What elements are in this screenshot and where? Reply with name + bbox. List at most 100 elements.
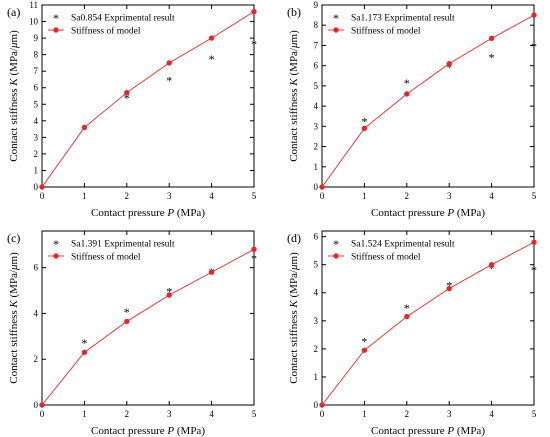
y-axis-label-part: m) xyxy=(8,30,20,43)
x-axis-label-part: P xyxy=(166,207,174,219)
experimental-point: * xyxy=(209,52,215,66)
experimental-point: * xyxy=(404,301,410,315)
y-tick-label: 9 xyxy=(34,33,39,43)
x-tick-label: 1 xyxy=(82,409,87,419)
legend-star-marker: * xyxy=(53,11,59,25)
x-axis-label: Contact pressure P (MPa) xyxy=(371,207,485,219)
y-tick-label: 6 xyxy=(34,83,39,93)
experimental-point: * xyxy=(361,114,367,128)
y-axis-label-part: Contact stiffness xyxy=(8,86,20,162)
y-axis-label-part: μ xyxy=(8,264,20,271)
y-axis-label-part: m) xyxy=(288,30,300,43)
experimental-point: * xyxy=(404,76,410,90)
x-tick-label: 0 xyxy=(40,191,45,201)
model-point xyxy=(166,292,172,298)
y-tick-label: 6 xyxy=(34,263,39,273)
panel-label: (c) xyxy=(7,231,20,245)
y-tick-label: 7 xyxy=(34,66,39,76)
x-tick-label: 2 xyxy=(405,409,410,419)
y-axis-label-part: μ xyxy=(288,42,300,49)
legend-circle-marker xyxy=(53,253,59,259)
model-line xyxy=(41,11,255,188)
legend-entry: Sa1.173 Exprimental result xyxy=(351,14,455,24)
y-tick-label: 3 xyxy=(314,316,319,326)
experimental-point: * xyxy=(361,334,367,348)
legend-star-marker: * xyxy=(53,237,59,251)
y-tick-label: 0 xyxy=(34,400,39,410)
plot-frame xyxy=(321,4,535,188)
panel-2: 0 1 2 3 4 5 0 1 2 3 4 5 6 7 8 9 Contact pressure P (MPa)… xyxy=(287,0,537,219)
model-line xyxy=(41,248,255,406)
y-tick-label: 4 xyxy=(34,308,39,318)
x-tick-label: 0 xyxy=(40,409,45,419)
y-axis-label-part: (MPa/ xyxy=(288,47,300,78)
y-tick-label: 1 xyxy=(314,372,319,382)
model-point xyxy=(208,35,215,41)
y-tick-label: 4 xyxy=(34,116,39,126)
x-tick-label: 4 xyxy=(209,409,214,419)
legend-entry: Sa1.524 Exprimental result xyxy=(351,240,455,250)
legend-entry: Sa0.854 Exprimental result xyxy=(71,14,175,24)
model-point xyxy=(251,8,257,15)
x-axis-label-part: Contact pressure xyxy=(371,425,447,437)
y-tick-label: 10 xyxy=(29,17,39,27)
experimental-point: * xyxy=(531,39,537,53)
model-point xyxy=(208,269,215,275)
experimental-point: * xyxy=(251,37,257,51)
y-tick-label: 4 xyxy=(314,101,319,111)
experimental-point: * xyxy=(124,91,130,105)
y-tick-label: 8 xyxy=(34,50,39,60)
x-tick-label: 2 xyxy=(405,191,410,201)
model-point xyxy=(124,318,130,325)
x-tick-label: 3 xyxy=(447,409,452,419)
x-tick-label: 5 xyxy=(252,409,257,419)
y-axis-label: Contact stiffness K (MPa/μm) xyxy=(8,252,20,384)
panel-label: (a) xyxy=(7,5,20,19)
y-axis-label-part: K xyxy=(288,300,300,309)
x-tick-label: 3 xyxy=(447,191,452,201)
plot-frame xyxy=(321,230,535,406)
x-axis-label-part: Contact pressure xyxy=(91,207,167,219)
model-point xyxy=(81,349,88,356)
x-axis-label-part: (MPa) xyxy=(454,207,485,219)
x-tick-label: 0 xyxy=(320,191,325,201)
y-axis-label-part: Contact stiffness xyxy=(288,308,300,384)
experimental-point: * xyxy=(166,285,172,299)
x-tick-label: 1 xyxy=(362,409,367,419)
y-tick-label: 5 xyxy=(314,260,319,270)
experimental-point: * xyxy=(446,278,452,292)
experimental-point: * xyxy=(531,263,537,277)
legend-star-marker: * xyxy=(333,237,339,251)
model-point xyxy=(251,246,257,253)
y-axis-label-part: μ xyxy=(8,42,20,49)
x-axis-label-part: Contact pressure xyxy=(91,425,167,437)
y-tick-label: 2 xyxy=(314,142,319,152)
model-point xyxy=(124,89,130,96)
legend-entry: Sa1.391 Exprimental result xyxy=(71,240,175,250)
model-point xyxy=(488,261,495,268)
panel-1: 0 1 2 3 4 5 0 1 2 3 4 5 6 7 8 9 10 11 Contact pressure P (… xyxy=(7,0,257,219)
legend-entry: Stiffness of model xyxy=(71,26,141,37)
y-axis-label-part: K xyxy=(8,78,20,87)
y-axis-label-part: (MPa/ xyxy=(8,47,20,78)
y-tick-label: 3 xyxy=(314,121,319,131)
legend-circle-marker xyxy=(333,27,339,33)
experimental-point: * xyxy=(166,73,172,87)
y-tick-label: 0 xyxy=(314,400,319,410)
experimental-point: * xyxy=(446,61,452,75)
y-axis-label-part: K xyxy=(288,78,300,87)
model-point xyxy=(446,285,452,292)
y-axis-label: Contact stiffness K (MPa/μm) xyxy=(8,30,20,162)
model-line xyxy=(321,14,535,188)
y-tick-label: 5 xyxy=(34,99,39,109)
y-tick-label: 2 xyxy=(34,354,39,364)
model-point xyxy=(404,313,410,320)
experimental-point: * xyxy=(124,305,130,319)
y-axis-label-part: μ xyxy=(288,264,300,271)
x-axis-label-part: (MPa) xyxy=(174,425,205,437)
model-point xyxy=(531,239,537,245)
x-tick-label: 2 xyxy=(125,191,130,201)
y-tick-label: 11 xyxy=(29,0,38,10)
x-axis-label-part: Contact pressure xyxy=(371,207,447,219)
